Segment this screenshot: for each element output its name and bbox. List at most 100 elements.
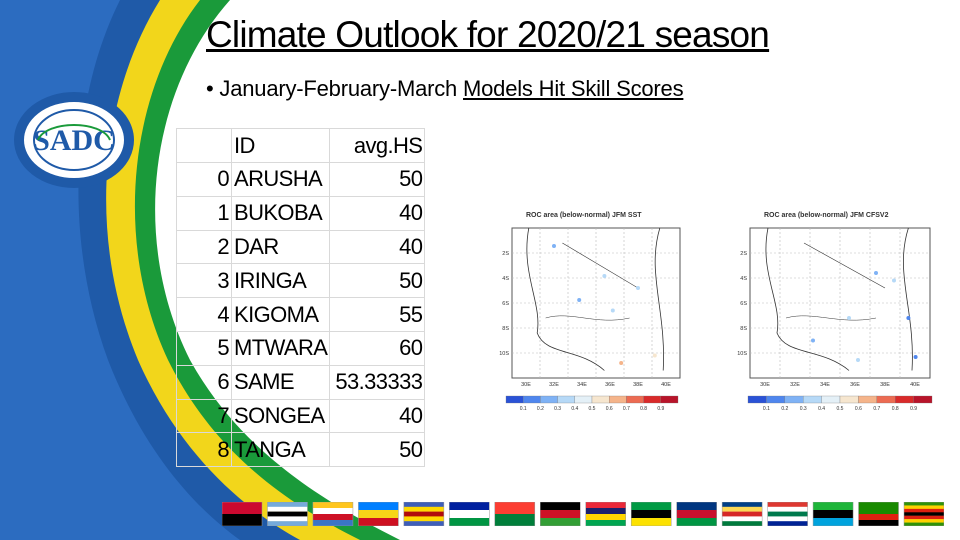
station-dot bbox=[577, 298, 582, 302]
map-figure: ROC area (below-normal) JFM CFSV2 2S 4S 6S 8… bbox=[737, 212, 933, 412]
station-dot bbox=[636, 286, 640, 290]
colorbar-swatch bbox=[609, 395, 627, 404]
table-cell: KIGOMA bbox=[230, 297, 331, 332]
y-tick-label: 4S bbox=[502, 276, 509, 282]
table-cell: ARUSHA bbox=[230, 162, 331, 197]
table-cell: 50 bbox=[329, 162, 426, 197]
table-row: 7 SONGEA 40 bbox=[176, 398, 426, 434]
station-dot bbox=[847, 316, 851, 320]
table-cell: MTWARA bbox=[230, 330, 331, 366]
flag-angola bbox=[222, 502, 263, 526]
y-tick-label: 10S bbox=[737, 351, 747, 357]
colorbar-label: 0.1 bbox=[763, 406, 770, 412]
y-tick-label: 8S bbox=[740, 326, 747, 332]
table-cell: 1 bbox=[176, 195, 232, 231]
logo-mark: SADC bbox=[33, 124, 115, 157]
colorbar-label: 0.8 bbox=[640, 406, 647, 412]
colorbar-swatch bbox=[858, 395, 877, 404]
table-cell: 40 bbox=[329, 398, 426, 434]
x-tick-label: 34E bbox=[820, 382, 830, 388]
colorbar-label: 0.9 bbox=[910, 406, 917, 412]
flag-south-africa bbox=[767, 502, 808, 526]
sadc-logo: SADC bbox=[14, 92, 134, 188]
table-cell: IRINGA bbox=[230, 263, 331, 299]
subtitle-underlined: Models Hit Skill Scores bbox=[463, 76, 684, 101]
flag-botswana bbox=[267, 502, 308, 526]
colorbar-label: 0.6 bbox=[855, 406, 862, 412]
station-dot bbox=[811, 338, 815, 343]
x-tick-label: 40E bbox=[910, 382, 920, 388]
x-tick-label: 36E bbox=[850, 382, 860, 388]
table-row: 0 ARUSHA 50 bbox=[176, 162, 426, 197]
station-dot bbox=[652, 353, 657, 358]
y-tick-label: 8S bbox=[502, 326, 509, 332]
table-row: 2 DAR 40 bbox=[176, 229, 426, 265]
y-tick-label: 2S bbox=[502, 251, 509, 257]
table-cell: SAME bbox=[230, 364, 331, 400]
table-cell: DAR bbox=[230, 229, 331, 265]
flag-zimbabwe bbox=[903, 502, 944, 526]
colorbar-label: 0.3 bbox=[554, 406, 561, 412]
colorbar-swatch bbox=[643, 395, 661, 404]
table-cell: 40 bbox=[329, 229, 426, 265]
table-cell: 6 bbox=[176, 364, 232, 400]
x-tick-label: 32E bbox=[549, 382, 559, 388]
table-cell: BUKOBA bbox=[230, 195, 331, 231]
x-tick-label: 30E bbox=[760, 382, 770, 388]
table-header-cell bbox=[176, 128, 232, 163]
table-header-row: ID avg.HS bbox=[176, 128, 426, 163]
table-cell: 3 bbox=[176, 263, 232, 299]
table-row: 3 IRINGA 50 bbox=[176, 263, 426, 299]
hit-skill-table: ID avg.HS 0 ARUSHA 50 1 BUKOBA 40 2 DAR 40 3 IRINGA 5… bbox=[176, 128, 426, 468]
colorbar-swatch bbox=[747, 395, 767, 404]
colorbar-swatch bbox=[913, 395, 933, 404]
x-tick-label: 40E bbox=[661, 382, 671, 388]
table-cell: SONGEA bbox=[230, 398, 331, 434]
table-cell: 60 bbox=[329, 330, 426, 366]
y-tick-label: 10S bbox=[499, 351, 509, 357]
table-cell: 53.33333 bbox=[329, 364, 426, 400]
table-cell: 40 bbox=[329, 195, 426, 231]
colorbar-label: 0.5 bbox=[837, 406, 844, 412]
colorbar-label: 0.6 bbox=[606, 406, 613, 412]
colorbar-swatch bbox=[523, 395, 541, 404]
map-title: ROC area (below-normal) JFM CFSV2 bbox=[764, 212, 889, 219]
table-row: 8 TANGA 50 bbox=[176, 432, 426, 468]
flag-mauritius bbox=[585, 502, 626, 526]
station-dot bbox=[874, 271, 878, 275]
flag-malawi bbox=[540, 502, 581, 526]
roc-map-sst: ROC area (below-normal) JFM SST 2S 4S 6S 8S 1… bbox=[488, 208, 688, 416]
x-tick-label: 34E bbox=[577, 382, 587, 388]
station-dot bbox=[892, 278, 896, 283]
flag-lesotho bbox=[449, 502, 490, 526]
subtitle-prefix: • January-February-March bbox=[206, 76, 464, 101]
colorbar-swatch bbox=[505, 395, 524, 404]
table-cell: TANGA bbox=[230, 432, 331, 468]
colorbar-swatch bbox=[574, 395, 593, 404]
member-state-flags bbox=[222, 502, 944, 526]
table-cell: 4 bbox=[176, 297, 232, 332]
slide-subtitle: • January-February-March Models Hit Skil… bbox=[206, 76, 684, 102]
roc-map-cfsv2: ROC area (below-normal) JFM CFSV2 2S 4S 6S 8… bbox=[730, 208, 942, 416]
colorbar-swatch bbox=[784, 395, 804, 404]
table-cell: 8 bbox=[176, 432, 232, 468]
x-tick-label: 36E bbox=[605, 382, 615, 388]
x-tick-label: 38E bbox=[633, 382, 643, 388]
map-title: ROC area (below-normal) JFM SST bbox=[526, 212, 642, 219]
flag-tanzania bbox=[812, 502, 854, 526]
table-cell: 50 bbox=[329, 263, 426, 299]
colorbar-label: 0.7 bbox=[873, 406, 880, 412]
colorbar-label: 0.9 bbox=[657, 406, 664, 412]
colorbar-swatch bbox=[626, 395, 644, 404]
colorbar-label: 0.7 bbox=[623, 406, 630, 412]
y-tick-label: 6S bbox=[740, 301, 747, 307]
y-tick-label: 4S bbox=[740, 276, 747, 282]
table-cell: 0 bbox=[176, 162, 232, 197]
colorbar-swatch bbox=[821, 395, 841, 404]
colorbar-swatch bbox=[557, 395, 575, 404]
y-tick-label: 6S bbox=[502, 301, 509, 307]
table-cell: 55 bbox=[329, 297, 426, 332]
y-tick-label: 2S bbox=[740, 251, 747, 257]
table-row: 4 KIGOMA 55 bbox=[176, 297, 426, 332]
colorbar-label: 0.5 bbox=[589, 406, 596, 412]
